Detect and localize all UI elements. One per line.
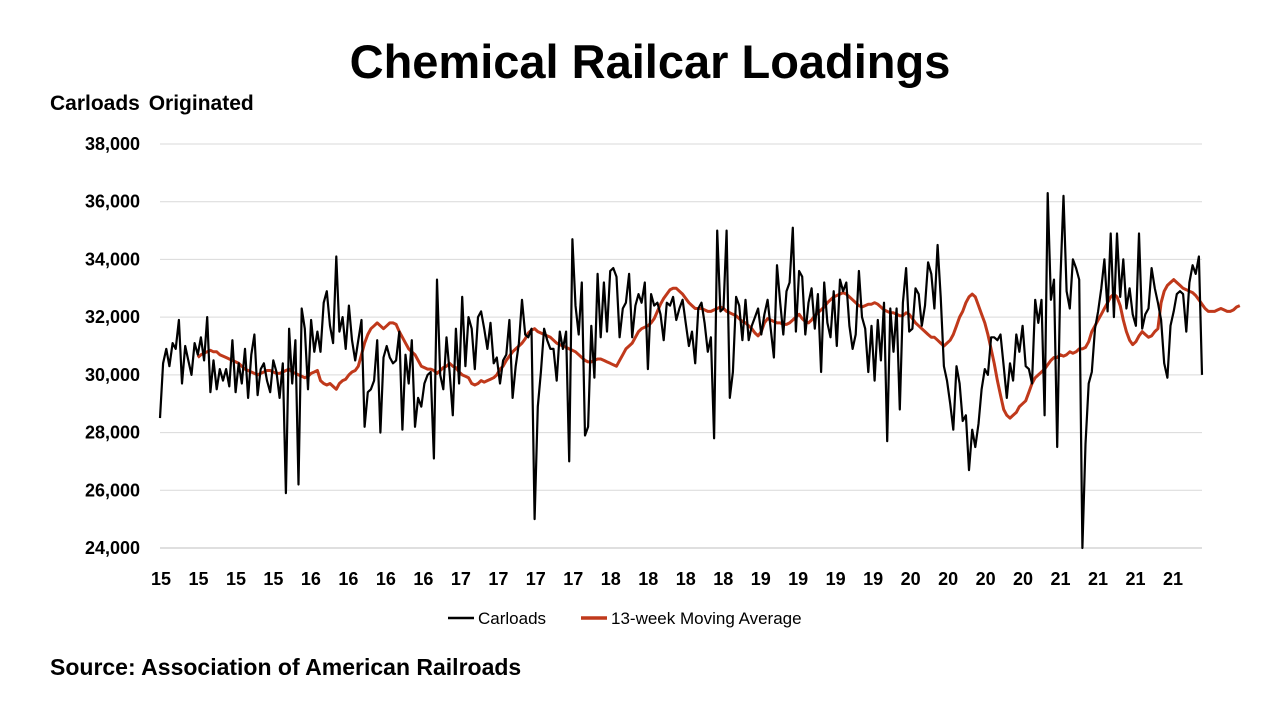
x-tick-label: 20	[1013, 569, 1033, 589]
chart-title: Chemical Railcar Loadings	[349, 35, 951, 88]
x-tick-label: 18	[676, 569, 696, 589]
source-note: Source: Association of American Railroad…	[50, 654, 522, 680]
series-line-carloads	[158, 192, 1204, 550]
x-tick-label: 17	[488, 569, 508, 589]
x-tick-label: 19	[751, 569, 771, 589]
legend-label-moving-average: 13-week Moving Average	[611, 609, 802, 628]
y-tick-label: 28,000	[85, 423, 140, 443]
x-tick-label: 18	[713, 569, 733, 589]
x-tick-label: 16	[338, 569, 358, 589]
y-tick-label: 26,000	[85, 480, 140, 500]
x-tick-label: 17	[563, 569, 583, 589]
x-tick-label: 15	[188, 569, 208, 589]
gridlines	[160, 143, 1202, 491]
x-tick-label: 17	[526, 569, 546, 589]
y-axis-label: Carloads Originated	[50, 92, 254, 115]
y-tick-label: 38,000	[85, 134, 140, 154]
y-tick-label: 32,000	[85, 307, 140, 327]
x-tick-label: 16	[413, 569, 433, 589]
y-tick-label: 36,000	[85, 192, 140, 212]
x-tick-label: 19	[826, 569, 846, 589]
x-tick-label: 17	[451, 569, 471, 589]
y-tick-label: 30,000	[85, 365, 140, 385]
x-tick-label: 20	[976, 569, 996, 589]
y-tick-label: 34,000	[85, 249, 140, 269]
x-tick-label: 21	[1088, 569, 1108, 589]
x-tick-label: 18	[601, 569, 621, 589]
x-tick-label: 21	[1126, 569, 1146, 589]
x-tick-label: 18	[638, 569, 658, 589]
x-tick-label: 15	[263, 569, 283, 589]
x-axis-ticks: 15 15 15 15 16 16 16 16 17 17 17 17 18 18 18 18 19 19 19 19…	[151, 569, 1183, 589]
y-tick-label: 24,000	[85, 538, 140, 558]
x-tick-label: 16	[301, 569, 321, 589]
x-tick-label: 20	[901, 569, 921, 589]
x-tick-label: 15	[151, 569, 171, 589]
x-tick-label: 15	[226, 569, 246, 589]
y-axis-ticks: 24,000 26,000 28,000 30,000 32,000 34,000 36,0…	[85, 134, 140, 558]
x-tick-label: 16	[376, 569, 396, 589]
x-tick-label: 20	[938, 569, 958, 589]
legend-label-carloads: Carloads	[478, 609, 546, 628]
x-tick-label: 21	[1163, 569, 1183, 589]
x-tick-label: 21	[1051, 569, 1071, 589]
series-line-moving-average	[196, 278, 1241, 420]
legend: Carloads 13-week Moving Average	[448, 609, 802, 628]
x-tick-label: 19	[863, 569, 883, 589]
x-tick-label: 19	[788, 569, 808, 589]
